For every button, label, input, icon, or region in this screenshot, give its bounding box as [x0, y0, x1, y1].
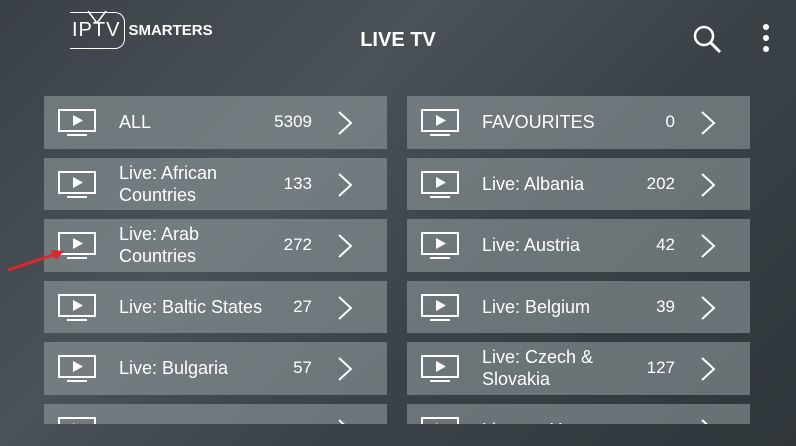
category-item[interactable]: FAVOURITES 0 [407, 96, 750, 149]
chevron-right-icon [338, 418, 346, 424]
category-count: 133 [283, 173, 312, 193]
tv-play-icon [58, 232, 96, 259]
chevron-right-icon [701, 295, 716, 320]
tv-play-icon [421, 232, 459, 259]
chevron-right-icon [701, 172, 716, 197]
category-label: ALL [119, 112, 152, 133]
category-count: 202 [646, 173, 675, 193]
chevron-right-icon [701, 234, 716, 258]
category-item[interactable]: Live: Austria 42 [407, 219, 750, 272]
category-count: 272 [283, 235, 312, 255]
category-count: 39 [656, 296, 675, 316]
tv-play-icon [421, 109, 459, 136]
antenna-icon [87, 10, 107, 24]
tv-play-icon [58, 416, 96, 424]
tv-play-icon [58, 109, 96, 136]
category-item[interactable]: Live: Albania 202 [407, 157, 750, 210]
category-list[interactable]: ALL 5309 FAVOURITES 0 Live: African Coun… [44, 96, 750, 424]
search-icon[interactable] [692, 24, 722, 54]
category-item[interactable]: ALL 5309 [44, 96, 387, 149]
category-item[interactable]: Live: Bulgaria 57 [44, 342, 387, 395]
category-label: Live: Bulgaria [119, 358, 229, 379]
chevron-right-icon [338, 234, 353, 258]
app-logo: IPTV SMARTERS [70, 10, 213, 49]
category-count: 57 [293, 358, 312, 378]
chevron-right-icon [338, 295, 353, 320]
category-item[interactable]: Live: Arab Countries 272 [44, 219, 387, 272]
more-vert-icon[interactable] [760, 22, 772, 56]
tv-play-icon [58, 170, 96, 198]
red-arrow-annotation [7, 250, 64, 272]
category-label: Live: Czech & Slovakia [482, 347, 594, 390]
category-label: FAVOURITES [482, 112, 595, 133]
logo-iptv: IPTV [70, 12, 126, 49]
category-count: 0 [665, 112, 675, 132]
tv-play-icon [58, 293, 96, 321]
category-item[interactable]: Live: ex-Yu [407, 403, 750, 424]
tv-play-icon [421, 170, 459, 198]
category-item[interactable]: Live: Czech & Slovakia 127 [407, 342, 750, 395]
category-label: Live: Arab Countries [119, 224, 200, 267]
tv-play-icon [421, 355, 459, 382]
category-label: Live: ex-Yu [482, 419, 632, 424]
tv-play-icon [421, 416, 459, 424]
category-item[interactable] [44, 403, 387, 424]
chevron-right-icon [338, 111, 353, 135]
category-label: Live: Albania [482, 173, 585, 194]
chevron-right-icon [338, 357, 353, 381]
category-item[interactable]: Live: Belgium 39 [407, 280, 750, 333]
category-item[interactable]: Live: African Countries 133 [44, 157, 387, 210]
category-label: Live: African Countries [119, 162, 218, 205]
category-label: Live: Austria [482, 235, 581, 256]
category-label: Live: Belgium [482, 296, 591, 317]
tv-play-icon [421, 293, 459, 321]
chevron-right-icon [701, 418, 709, 424]
category-count: 5309 [274, 112, 312, 132]
chevron-right-icon [701, 111, 716, 135]
logo-smarters: SMARTERS [128, 22, 213, 39]
chevron-right-icon [701, 357, 716, 381]
page-title: LIVE TV [360, 29, 436, 51]
category-label: Live: Baltic States [119, 296, 263, 317]
category-item[interactable]: Live: Baltic States 27 [44, 280, 387, 333]
tv-play-icon [58, 355, 96, 382]
category-count: 27 [293, 296, 312, 316]
category-count: 127 [646, 358, 675, 378]
category-count: 42 [656, 235, 675, 255]
chevron-right-icon [338, 172, 353, 197]
